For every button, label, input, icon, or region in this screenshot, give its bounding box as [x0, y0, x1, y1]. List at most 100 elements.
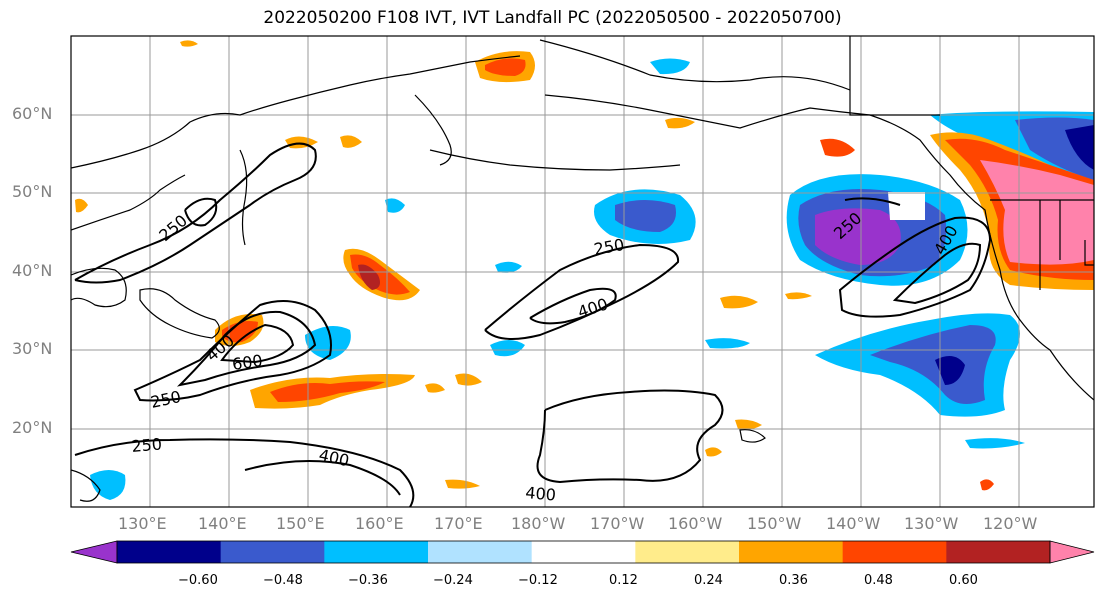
neg-blob-se-core: [870, 325, 996, 404]
colorbar-tick-label: 0.12: [609, 573, 638, 588]
negative-shading: [90, 58, 1094, 500]
lon-label-140w: 140°W: [826, 514, 881, 533]
contour-250-central: [484, 243, 680, 340]
colorbar-extension-low: [70, 540, 118, 564]
pos-blob-small-6: [705, 447, 722, 457]
neg-blob-small-2: [495, 261, 522, 273]
colorbar-segment: [531, 541, 636, 563]
canada-border: [849, 36, 940, 116]
contour-250-nw: [74, 142, 317, 284]
colorbar-tick-label: −0.48: [263, 573, 303, 588]
contour-400-south: [244, 460, 401, 496]
pos-blob-small-10: [340, 135, 362, 148]
pos-blob-small-9: [425, 383, 445, 393]
contour-400-japan: [176, 310, 317, 387]
colorbar-segment: [635, 541, 740, 563]
pos-blob-small-4: [665, 117, 695, 129]
lon-label-180w: 180°W: [511, 514, 566, 533]
pos-blob-small-8: [455, 373, 482, 386]
contour-250-south: [74, 438, 415, 507]
pos-blob-small-1: [720, 295, 758, 309]
contour-400-gulf: [892, 242, 982, 305]
colorbar-tick-label: 0.24: [694, 573, 723, 588]
aleutians: [429, 149, 681, 171]
neg-blob-west: [305, 326, 351, 360]
colorbar-segment: [842, 541, 947, 563]
pos-blob-small-11: [785, 292, 812, 300]
contour-250-nw-top: [844, 197, 901, 206]
pos-blob-kamchatka-core: [485, 58, 526, 76]
lon-label-140e: 140°E: [198, 514, 247, 533]
colorbar-segment: [739, 541, 844, 563]
contour-250-japan: [133, 300, 332, 402]
alaska-coast: [544, 94, 1094, 401]
ivt-contours: [74, 142, 992, 507]
contour-250-nw-inner: [184, 197, 218, 227]
lon-label-160w: 160°W: [668, 514, 723, 533]
north-coast: [539, 39, 851, 91]
pos-blob-small-14: [75, 198, 88, 213]
neg-blob-small-4: [650, 58, 690, 75]
plot-frame: [70, 35, 1095, 508]
neg-blob-gulf-hole: [888, 192, 925, 220]
neg-blob-small-1: [385, 198, 405, 213]
lat-label-50n: 50°N: [12, 182, 53, 201]
pos-blob-nw-pacific-dark: [358, 264, 380, 290]
korea: [71, 267, 127, 308]
lon-label-170e: 170°E: [434, 514, 483, 533]
pos-blob-japan-red: [222, 321, 258, 343]
neg-blob-small-6: [965, 438, 1025, 449]
lon-label-130w: 130°W: [904, 514, 959, 533]
lon-label-150w: 150°W: [747, 514, 802, 533]
lon-label-120w: 120°W: [983, 514, 1038, 533]
colorbar-extension-high: [1049, 540, 1095, 564]
colorbar-segment: [220, 541, 325, 563]
colorbar-segment: [946, 541, 1051, 563]
pos-blob-nw-pacific-red: [350, 254, 410, 295]
neg-blob-gulf-core: [815, 208, 901, 265]
colorbar-segment: [117, 541, 222, 563]
colorbar: [70, 540, 1095, 564]
japan: [139, 288, 220, 339]
lon-label-170w: 170°W: [590, 514, 645, 533]
colorbar-frame: [116, 540, 1051, 564]
lon-label-160e: 160°E: [355, 514, 404, 533]
kamchatka: [414, 94, 452, 166]
contour-600-japan: [220, 323, 295, 364]
coastlines: [71, 36, 1094, 502]
colorbar-segment: [428, 541, 533, 563]
pos-blob-small-7: [180, 40, 198, 47]
pos-blob-coast-pink: [980, 160, 1094, 265]
philippines: [71, 469, 101, 502]
state-lines: [1039, 200, 1094, 290]
lat-label-60n: 60°N: [12, 104, 53, 123]
pos-blob-small-3: [820, 138, 855, 157]
contour-250-gulf: [838, 216, 992, 318]
contour-400-central: [529, 287, 617, 325]
colorbar-segment: [324, 541, 429, 563]
lat-label-20n: 20°N: [12, 418, 53, 437]
neg-blob-ne-dark: [1065, 125, 1094, 170]
neg-blob-se-dark: [935, 356, 965, 385]
lat-label-40n: 40°N: [12, 261, 53, 280]
colorbar-tick-label: 0.48: [864, 573, 893, 588]
hawaii: [739, 429, 766, 443]
asia-coast: [71, 55, 521, 169]
lon-label-150e: 150°E: [276, 514, 325, 533]
colorbar-tick-label: −0.36: [348, 573, 388, 588]
asia-coast-2: [71, 174, 186, 231]
contour-label: 250: [131, 434, 163, 456]
lon-label-130e: 130°E: [118, 514, 167, 533]
map-title: 2022050200 F108 IVT, IVT Landfall PC (20…: [263, 8, 842, 28]
colorbar-tick-label: −0.60: [178, 573, 218, 588]
colorbar-tick-label: −0.24: [433, 573, 473, 588]
lat-label-30n: 30°N: [12, 339, 53, 358]
pos-blob-south-band-red: [270, 381, 385, 402]
contour-label: 600: [231, 351, 264, 374]
colorbar-tick-label: 0.60: [949, 573, 978, 588]
pos-blob-small-5: [445, 479, 480, 489]
colorbar-tick-label: −0.12: [518, 573, 558, 588]
pos-blob-small-13: [735, 419, 762, 430]
sakhalin: [239, 149, 248, 246]
